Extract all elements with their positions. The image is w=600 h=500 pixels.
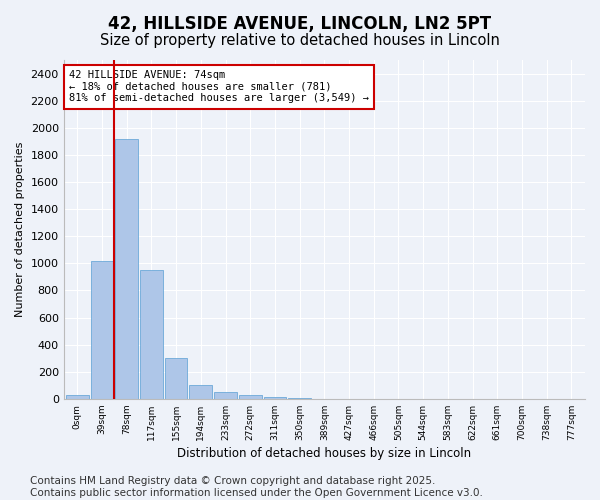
Y-axis label: Number of detached properties: Number of detached properties: [15, 142, 25, 317]
Bar: [140, 270, 163, 399]
Text: 42 HILLSIDE AVENUE: 74sqm
← 18% of detached houses are smaller (781)
81% of semi: 42 HILLSIDE AVENUE: 74sqm ← 18% of detac…: [69, 70, 369, 103]
Bar: [115, 138, 138, 399]
Bar: [214, 392, 237, 399]
Bar: [239, 395, 262, 399]
X-axis label: Distribution of detached houses by size in Lincoln: Distribution of detached houses by size …: [177, 447, 472, 460]
Bar: [91, 260, 113, 399]
Bar: [66, 395, 89, 399]
Bar: [190, 386, 212, 399]
Bar: [263, 397, 286, 399]
Text: 42, HILLSIDE AVENUE, LINCOLN, LN2 5PT: 42, HILLSIDE AVENUE, LINCOLN, LN2 5PT: [109, 15, 491, 33]
Text: Size of property relative to detached houses in Lincoln: Size of property relative to detached ho…: [100, 32, 500, 48]
Bar: [165, 358, 187, 399]
Text: Contains HM Land Registry data © Crown copyright and database right 2025.
Contai: Contains HM Land Registry data © Crown c…: [30, 476, 483, 498]
Bar: [288, 398, 311, 399]
